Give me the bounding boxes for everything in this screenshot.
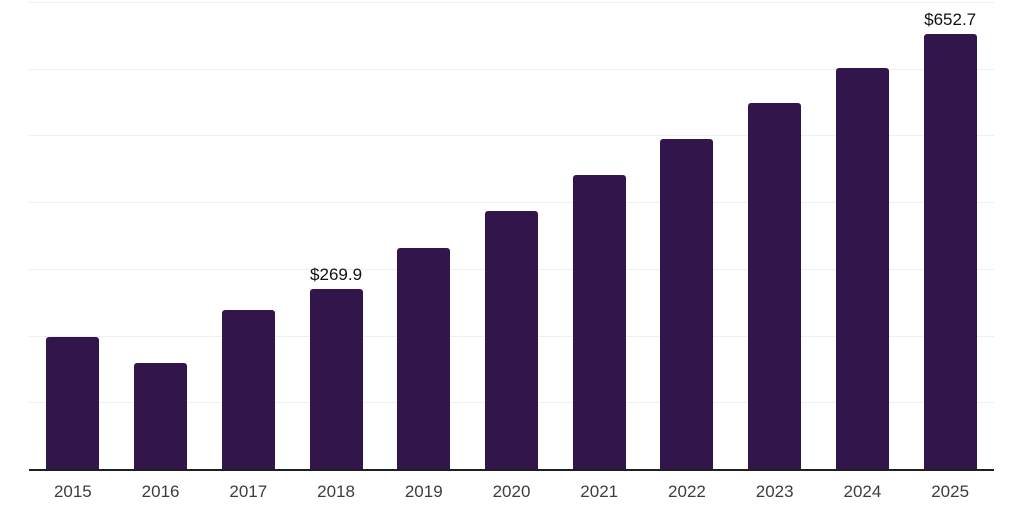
x-tick-label: 2024 (843, 482, 882, 501)
x-tick-label: 2017 (229, 482, 268, 501)
bar (835, 68, 889, 469)
x-tick-label: 2020 (492, 482, 531, 501)
bar (309, 288, 363, 469)
bar-value-label: $652.7 (924, 9, 977, 29)
x-tick-label: 2025 (931, 482, 970, 501)
x-tick-label: 2016 (141, 482, 180, 501)
x-tick-label: 2019 (404, 482, 443, 501)
bar (134, 362, 188, 469)
x-tick-label: 2022 (668, 482, 706, 501)
bar (923, 33, 977, 469)
x-axis-line (29, 469, 994, 471)
x-tick-label: 2023 (755, 482, 794, 501)
bar (748, 102, 802, 469)
bar (221, 310, 275, 469)
bar (660, 139, 714, 469)
bar (572, 175, 626, 469)
bar (46, 336, 100, 469)
gridline (29, 135, 994, 137)
gridline (29, 68, 994, 70)
x-tick-label: 2015 (53, 482, 92, 501)
x-tick-label: 2021 (580, 482, 619, 501)
bar-value-label: $269.9 (310, 264, 363, 284)
bar (397, 248, 451, 469)
x-tick-label: 2018 (317, 482, 355, 501)
bar (485, 210, 538, 469)
gridline (29, 2, 994, 3)
gridline (29, 202, 994, 204)
